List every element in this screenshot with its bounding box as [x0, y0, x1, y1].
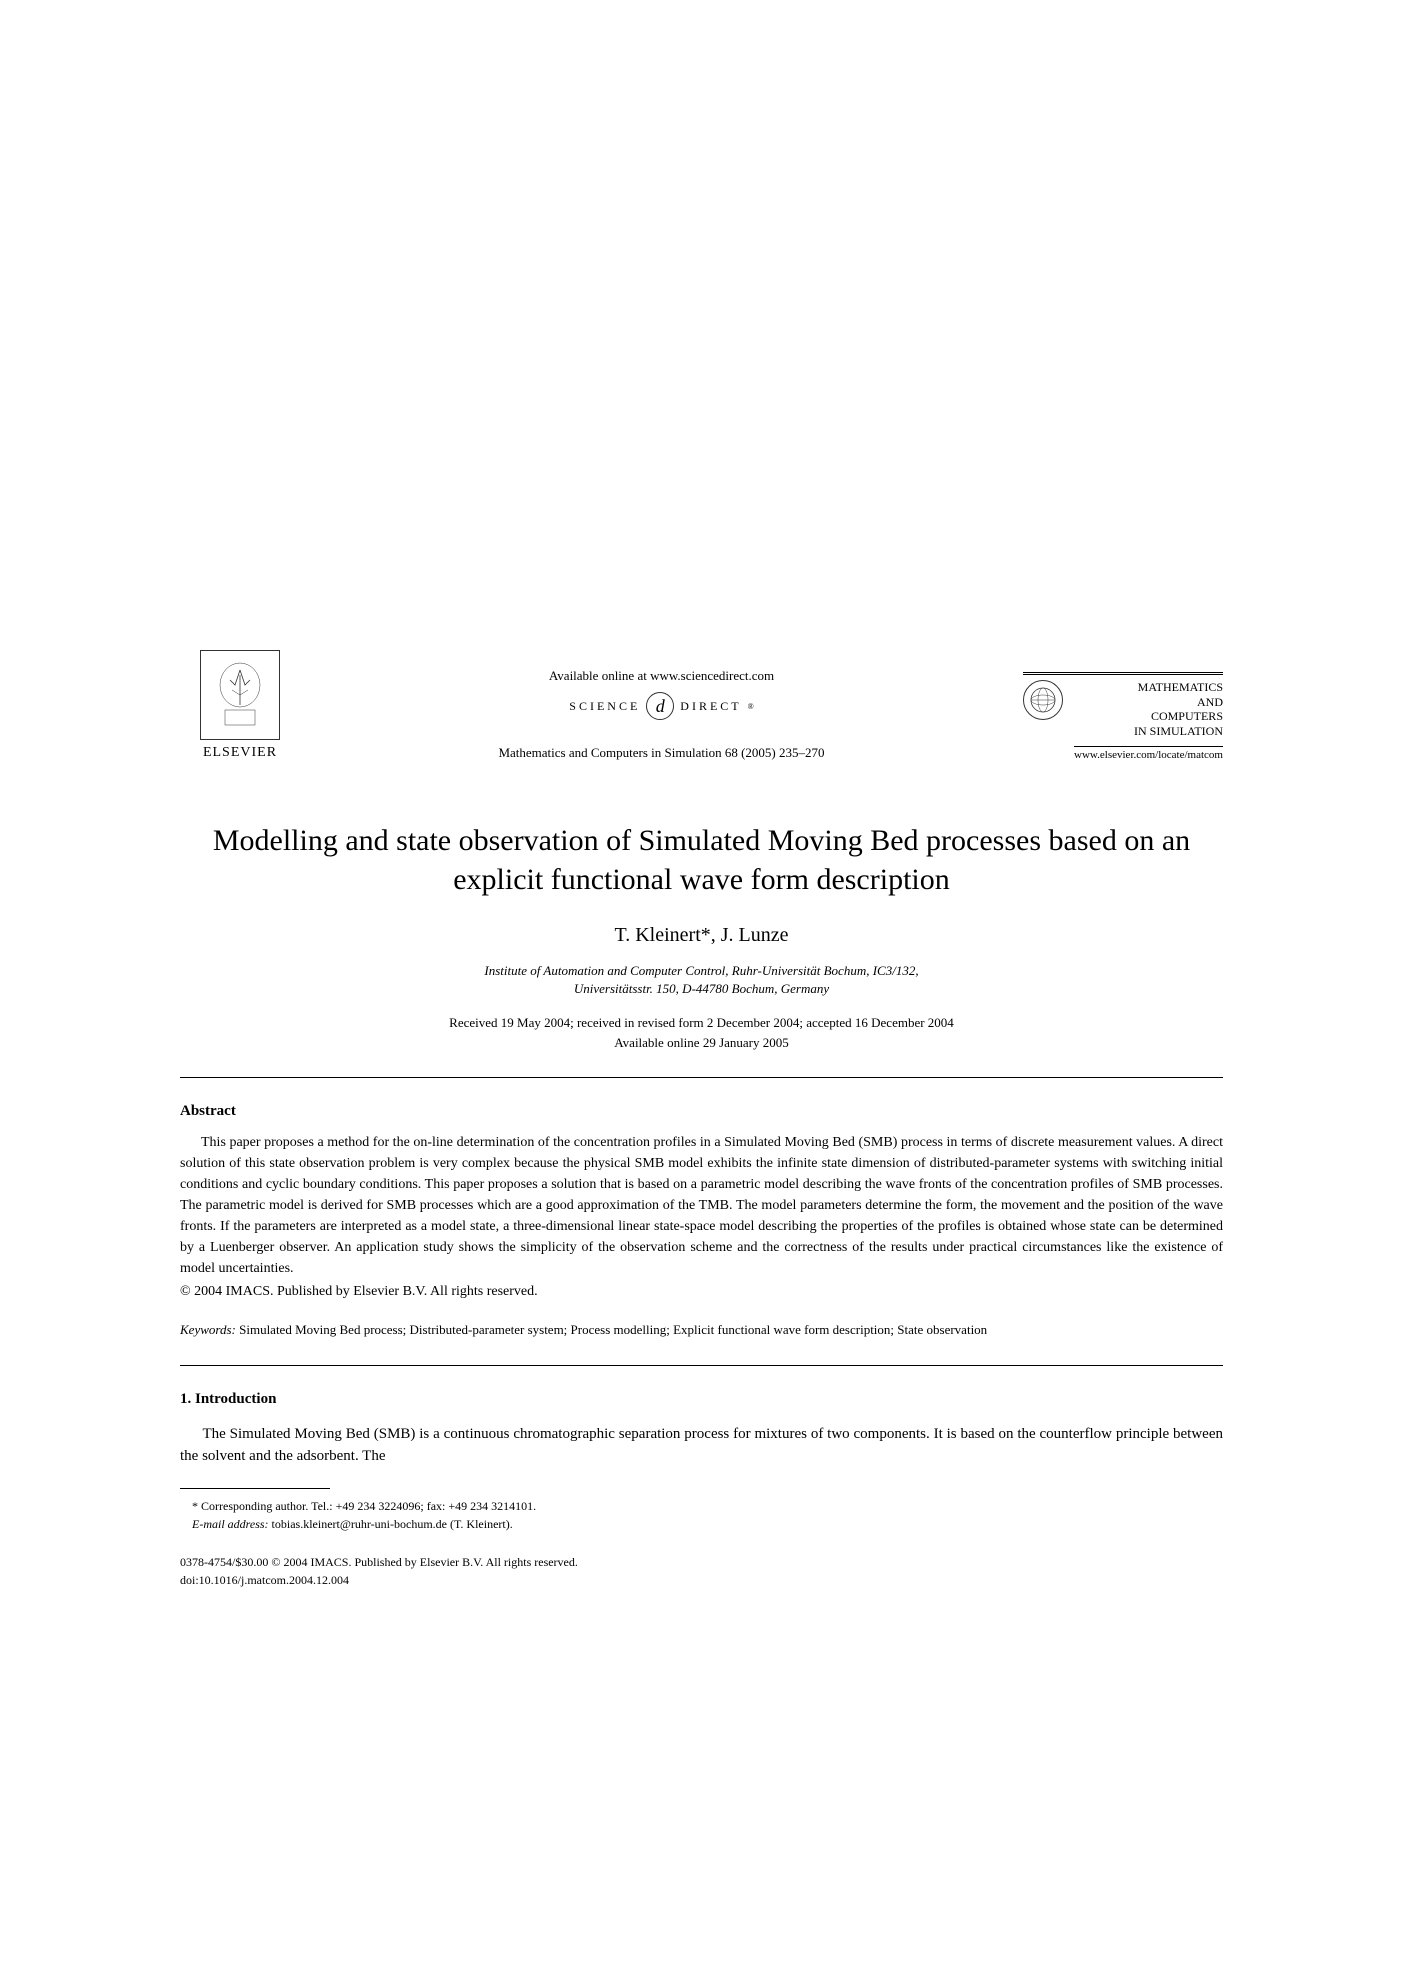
- issn-copyright: 0378-4754/$30.00 © 2004 IMACS. Published…: [180, 1553, 1223, 1571]
- affiliation-line2: Universitätsstr. 150, D-44780 Bochum, Ge…: [180, 980, 1223, 998]
- center-header: Available online at www.sciencedirect.co…: [300, 668, 1023, 761]
- registered-icon: ®: [748, 702, 754, 711]
- journal-title-line1: MATHEMATICS: [1071, 680, 1223, 694]
- authors: T. Kleinert*, J. Lunze: [180, 924, 1223, 947]
- dates-line2: Available online 29 January 2005: [180, 1033, 1223, 1053]
- journal-title-box: MATHEMATICS AND COMPUTERS IN SIMULATION: [1023, 672, 1223, 738]
- corresponding-author-footnote: * Corresponding author. Tel.: +49 234 32…: [180, 1497, 1223, 1515]
- journal-block: MATHEMATICS AND COMPUTERS IN SIMULATION …: [1023, 672, 1223, 761]
- affiliation: Institute of Automation and Computer Con…: [180, 962, 1223, 998]
- bottom-info: 0378-4754/$30.00 © 2004 IMACS. Published…: [180, 1553, 1223, 1589]
- journal-title-line4: IN SIMULATION: [1071, 724, 1223, 738]
- header-row: ELSEVIER Available online at www.science…: [180, 650, 1223, 761]
- journal-url: www.elsevier.com/locate/matcom: [1074, 746, 1223, 761]
- copyright-text: © 2004 IMACS. Published by Elsevier B.V.…: [180, 1284, 1223, 1300]
- introduction-heading: 1. Introduction: [180, 1391, 1223, 1408]
- abstract-text: This paper proposes a method for the on-…: [180, 1132, 1223, 1279]
- direct-text: DIRECT: [680, 699, 741, 714]
- keywords-label: Keywords:: [180, 1322, 236, 1337]
- divider: [180, 1077, 1223, 1078]
- divider: [180, 1365, 1223, 1366]
- globe-icon: [1023, 680, 1063, 720]
- publisher-block: ELSEVIER: [180, 650, 300, 761]
- email-label: E-mail address:: [192, 1517, 269, 1531]
- introduction-text: The Simulated Moving Bed (SMB) is a cont…: [180, 1423, 1223, 1468]
- science-direct-logo: SCIENCE d DIRECT ®: [569, 692, 753, 720]
- keywords: Keywords: Simulated Moving Bed process; …: [180, 1320, 1223, 1340]
- footnote-divider: [180, 1488, 330, 1489]
- at-icon: d: [646, 692, 674, 720]
- journal-title: MATHEMATICS AND COMPUTERS IN SIMULATION: [1071, 680, 1223, 738]
- journal-title-line2: AND: [1071, 695, 1223, 709]
- dates-line1: Received 19 May 2004; received in revise…: [180, 1013, 1223, 1033]
- journal-title-line3: COMPUTERS: [1071, 709, 1223, 723]
- email-value: tobias.kleinert@ruhr-uni-bochum.de (T. K…: [269, 1517, 513, 1531]
- publisher-name: ELSEVIER: [203, 745, 277, 761]
- journal-reference: Mathematics and Computers in Simulation …: [498, 745, 824, 761]
- science-text: SCIENCE: [569, 699, 640, 714]
- available-online-text: Available online at www.sciencedirect.co…: [549, 668, 774, 684]
- article-dates: Received 19 May 2004; received in revise…: [180, 1013, 1223, 1052]
- email-footnote: E-mail address: tobias.kleinert@ruhr-uni…: [180, 1515, 1223, 1533]
- paper-page: ELSEVIER Available online at www.science…: [0, 0, 1403, 1669]
- doi: doi:10.1016/j.matcom.2004.12.004: [180, 1571, 1223, 1589]
- affiliation-line1: Institute of Automation and Computer Con…: [180, 962, 1223, 980]
- elsevier-tree-icon: [200, 650, 280, 740]
- keywords-text: Simulated Moving Bed process; Distribute…: [236, 1322, 987, 1337]
- article-title: Modelling and state observation of Simul…: [180, 821, 1223, 899]
- abstract-heading: Abstract: [180, 1103, 1223, 1120]
